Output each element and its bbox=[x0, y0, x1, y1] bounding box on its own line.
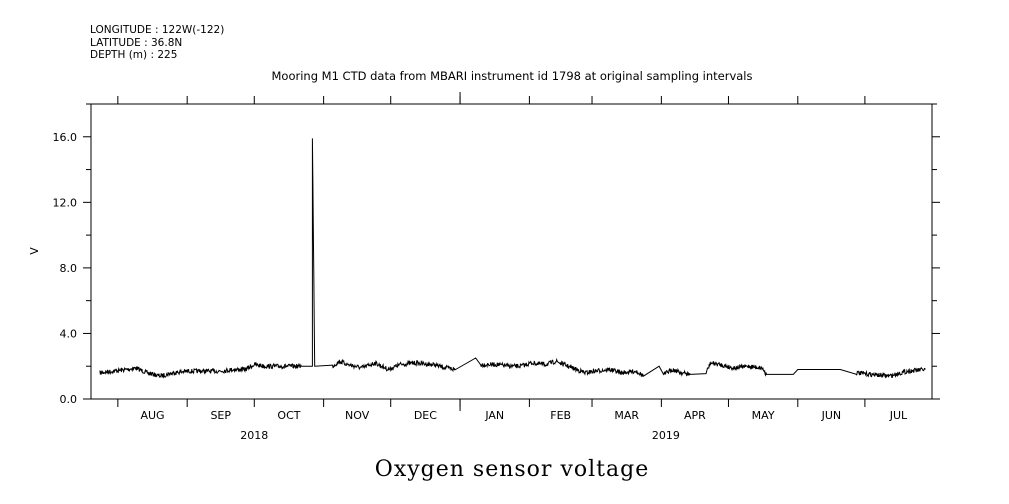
x-month-label: MAR bbox=[614, 409, 639, 422]
longitude-label: LONGITUDE : 122W(-122) bbox=[90, 24, 225, 36]
metadata-block: LONGITUDE : 122W(-122) LATITUDE : 36.8N … bbox=[90, 24, 224, 62]
x-month-label: DEC bbox=[414, 409, 437, 422]
plot-frame bbox=[90, 103, 933, 400]
depth-label: DEPTH (m) : 225 bbox=[90, 49, 178, 61]
x-month-label: SEP bbox=[210, 409, 231, 422]
x-month-label: MAY bbox=[752, 409, 775, 422]
x-month-label: FEB bbox=[550, 409, 571, 422]
y-axis-ticks: 0.0 4.0 8.0 12.0 16.0 bbox=[53, 103, 940, 406]
x-month-label: JUN bbox=[821, 409, 842, 422]
y-tick-label: 4.0 bbox=[60, 327, 78, 340]
x-year-label: 2019 bbox=[652, 429, 680, 442]
series-line bbox=[99, 138, 926, 379]
x-month-label: JUL bbox=[889, 409, 908, 422]
y-tick-label: 8.0 bbox=[60, 262, 78, 275]
latitude-label: LATITUDE : 36.8N bbox=[90, 36, 183, 49]
x-year-label: 2018 bbox=[240, 429, 268, 442]
chart-caption: Oxygen sensor voltage bbox=[375, 457, 649, 482]
x-month-label: APR bbox=[684, 409, 706, 422]
x-month-label: OCT bbox=[277, 409, 300, 422]
y-tick-label: 16.0 bbox=[53, 131, 78, 144]
x-month-label: NOV bbox=[345, 409, 370, 422]
y-tick-label: 12.0 bbox=[53, 196, 78, 209]
y-tick-label: 0.0 bbox=[60, 393, 78, 406]
plot-title: Mooring M1 CTD data from MBARI instrumen… bbox=[272, 69, 753, 83]
y-axis-label: V bbox=[28, 247, 41, 255]
series-layer bbox=[99, 138, 926, 379]
x-month-label: JAN bbox=[484, 409, 504, 422]
x-axis-ticks: AUG SEP OCT NOV DEC JAN FEB MAR APR MAY JUN JUL 2018… bbox=[117, 92, 908, 442]
x-month-label: AUG bbox=[140, 409, 164, 422]
